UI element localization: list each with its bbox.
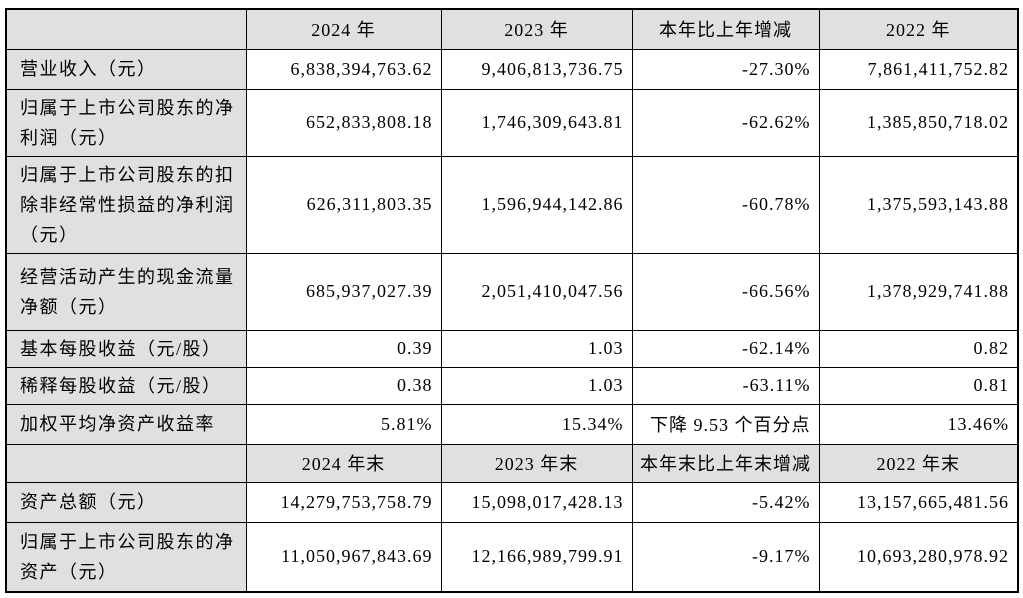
table-row-net-profit-excl-nonrecurring: 归属于上市公司股东的扣除非经常性损益的净利润（元） 626,311,803.35…	[5, 155, 1019, 254]
cell-value: -62.62%	[631, 88, 820, 157]
cell-value: 0.38	[245, 366, 442, 405]
column-header-2023-eoy: 2023 年末	[440, 443, 633, 483]
column-header-yoy-change: 本年比上年增减	[631, 8, 820, 50]
cell-value: 626,311,803.35	[245, 155, 442, 254]
cell-value: 1,596,944,142.86	[440, 155, 633, 254]
cell-value: -63.11%	[631, 366, 820, 405]
table-row-total-assets: 资产总额（元） 14,279,753,758.79 15,098,017,428…	[5, 481, 1019, 523]
cell-value: 1,375,593,143.88	[818, 155, 1019, 254]
cell-value: -9.17%	[631, 521, 820, 593]
cell-value: 12,166,989,799.91	[440, 521, 633, 593]
cell-value: -5.42%	[631, 481, 820, 523]
cell-value: 2,051,410,047.56	[440, 252, 633, 331]
row-label: 营业收入（元）	[5, 48, 247, 90]
column-header-eoy-change: 本年末比上年末增减	[631, 443, 820, 483]
row-label: 归属于上市公司股东的净资产（元）	[5, 521, 247, 593]
table-row-net-profit: 归属于上市公司股东的净利润（元） 652,833,808.18 1,746,30…	[5, 88, 1019, 157]
cell-value: 14,279,753,758.79	[245, 481, 442, 523]
row-label: 资产总额（元）	[5, 481, 247, 523]
column-header-2022: 2022 年	[818, 8, 1019, 50]
financial-report-page: 2024 年 2023 年 本年比上年增减 2022 年 营业收入（元） 6,8…	[0, 8, 1023, 598]
corner-cell	[5, 443, 247, 483]
table-row-operating-cash-flow: 经营活动产生的现金流量净额（元） 685,937,027.39 2,051,41…	[5, 252, 1019, 331]
cell-value: -62.14%	[631, 329, 820, 368]
cell-value: 13.46%	[818, 403, 1019, 445]
cell-value: 685,937,027.39	[245, 252, 442, 331]
cell-value: 0.39	[245, 329, 442, 368]
cell-value: 1.03	[440, 366, 633, 405]
cell-value: 1.03	[440, 329, 633, 368]
cell-value: 下降 9.53 个百分点	[631, 403, 820, 445]
cell-value: 15,098,017,428.13	[440, 481, 633, 523]
cell-value: 15.34%	[440, 403, 633, 445]
table-row-basic-eps: 基本每股收益（元/股） 0.39 1.03 -62.14% 0.82	[5, 329, 1019, 368]
column-header-2024: 2024 年	[245, 8, 442, 50]
cell-value: 5.81%	[245, 403, 442, 445]
corner-cell	[5, 8, 247, 50]
cell-value: -27.30%	[631, 48, 820, 90]
table-row-weighted-avg-roe: 加权平均净资产收益率 5.81% 15.34% 下降 9.53 个百分点 13.…	[5, 403, 1019, 445]
cell-value: 11,050,967,843.69	[245, 521, 442, 593]
table-row-net-assets: 归属于上市公司股东的净资产（元） 11,050,967,843.69 12,16…	[5, 521, 1019, 593]
cell-value: -60.78%	[631, 155, 820, 254]
cell-value: 652,833,808.18	[245, 88, 442, 157]
row-label: 基本每股收益（元/股）	[5, 329, 247, 368]
eoy-header-row: 2024 年末 2023 年末 本年末比上年末增减 2022 年末	[5, 443, 1019, 483]
annual-header-row: 2024 年 2023 年 本年比上年增减 2022 年	[5, 8, 1019, 50]
cell-value: -66.56%	[631, 252, 820, 331]
cell-value: 13,157,665,481.56	[818, 481, 1019, 523]
row-label: 归属于上市公司股东的扣除非经常性损益的净利润（元）	[5, 155, 247, 254]
cell-value: 1,746,309,643.81	[440, 88, 633, 157]
row-label: 加权平均净资产收益率	[5, 403, 247, 445]
cell-value: 9,406,813,736.75	[440, 48, 633, 90]
row-label: 归属于上市公司股东的净利润（元）	[5, 88, 247, 157]
cell-value: 7,861,411,752.82	[818, 48, 1019, 90]
table-row-revenue: 营业收入（元） 6,838,394,763.62 9,406,813,736.7…	[5, 48, 1019, 90]
row-label: 经营活动产生的现金流量净额（元）	[5, 252, 247, 331]
table-row-diluted-eps: 稀释每股收益（元/股） 0.38 1.03 -63.11% 0.81	[5, 366, 1019, 405]
cell-value: 10,693,280,978.92	[818, 521, 1019, 593]
column-header-2022-eoy: 2022 年末	[818, 443, 1019, 483]
cell-value: 0.82	[818, 329, 1019, 368]
cell-value: 0.81	[818, 366, 1019, 405]
cell-value: 1,378,929,741.88	[818, 252, 1019, 331]
cell-value: 6,838,394,763.62	[245, 48, 442, 90]
row-label: 稀释每股收益（元/股）	[5, 366, 247, 405]
key-financial-data-table: 2024 年 2023 年 本年比上年增减 2022 年 营业收入（元） 6,8…	[5, 8, 1019, 593]
column-header-2024-eoy: 2024 年末	[245, 443, 442, 483]
column-header-2023: 2023 年	[440, 8, 633, 50]
cell-value: 1,385,850,718.02	[818, 88, 1019, 157]
